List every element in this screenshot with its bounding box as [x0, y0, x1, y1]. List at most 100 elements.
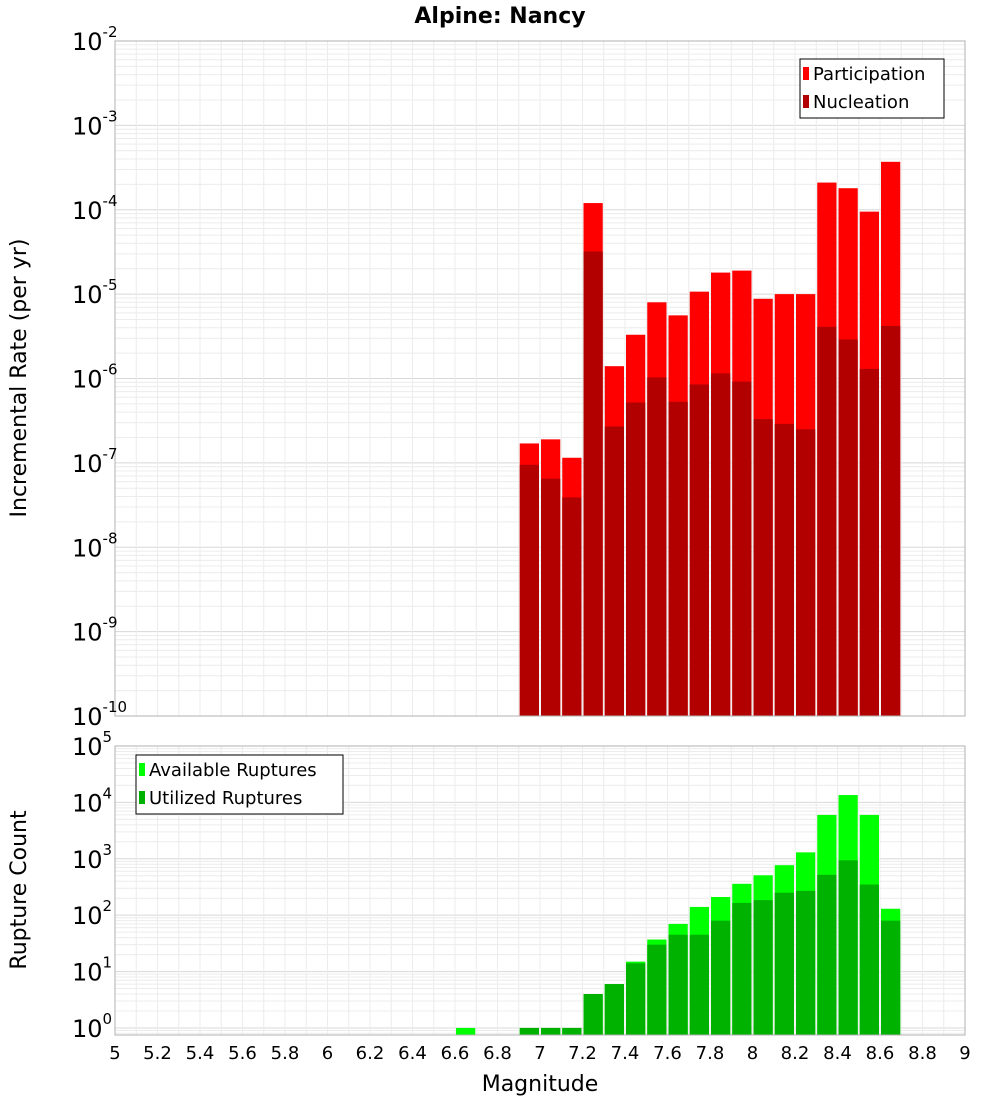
y-tick-label: 10-3	[72, 107, 118, 140]
x-axis-label: Magnitude	[482, 1072, 599, 1097]
x-tick-label: 7.6	[653, 1043, 682, 1064]
x-tick-label: 5.4	[186, 1043, 215, 1064]
bar	[541, 478, 561, 716]
y-tick-label: 102	[72, 897, 112, 930]
bar	[753, 900, 773, 1035]
x-tick-label: 6.2	[356, 1043, 385, 1064]
plot-frame	[114, 40, 966, 717]
bar	[456, 1027, 476, 1035]
y-tick-label: 10-5	[72, 276, 118, 309]
y-tick-labels: 10-2 10-3 10-4 10-5 10-6 10-7 10-8 10-9 10-10	[72, 23, 127, 731]
x-tick-label: 5.6	[228, 1043, 257, 1064]
legend-label: Participation	[813, 64, 925, 85]
bar	[881, 325, 901, 716]
y-tick-label: 10-8	[72, 529, 118, 562]
bars-count	[456, 795, 901, 1035]
y-tick-labels: 105 104 103 102 101 100	[72, 728, 112, 1043]
x-tick-label: 8.6	[866, 1043, 895, 1064]
bar	[774, 892, 794, 1035]
x-tick-label: 7.8	[696, 1043, 725, 1064]
y-tick-label: 105	[72, 728, 112, 761]
y-tick-label: 101	[72, 954, 112, 987]
bar	[838, 339, 858, 716]
y-tick-label: 10-9	[72, 614, 118, 647]
legend: Available Ruptures Utilized Ruptures	[135, 754, 344, 815]
bar	[626, 963, 646, 1035]
x-tick-label: 8.2	[781, 1043, 810, 1064]
bar	[519, 464, 539, 716]
x-tick-label: 8	[747, 1043, 758, 1064]
bar	[711, 920, 731, 1035]
series-nucleation	[519, 251, 901, 716]
bar	[562, 497, 582, 716]
bars-rate	[519, 161, 901, 717]
x-tick-label: 8.4	[823, 1043, 852, 1064]
bar	[583, 251, 603, 716]
x-tick-label: 5	[109, 1043, 120, 1064]
bar	[689, 934, 709, 1035]
x-tick-label: 7.4	[611, 1043, 640, 1064]
bar	[668, 934, 688, 1035]
legend-swatch	[803, 95, 809, 108]
bar	[817, 874, 837, 1035]
bar	[838, 860, 858, 1035]
y-axis-label: Incremental Rate (per yr)	[7, 239, 32, 518]
legend-box	[135, 754, 344, 815]
count-panel: 105 104 103 102 101 100 Rupture Count Available…	[7, 728, 966, 1043]
y-tick-label: 10-2	[72, 23, 118, 56]
bar	[647, 944, 667, 1035]
y-tick-label: 10-7	[72, 445, 118, 478]
x-tick-label: 5.2	[143, 1043, 172, 1064]
bar	[668, 401, 688, 716]
bar	[626, 402, 646, 716]
bar	[604, 984, 624, 1035]
y-tick-label: 10-4	[72, 192, 118, 225]
bar	[541, 1027, 561, 1035]
y-tick-label: 104	[72, 784, 112, 817]
legend-label: Utilized Ruptures	[149, 788, 302, 809]
legend-swatch	[803, 67, 809, 80]
bar	[604, 426, 624, 716]
legend-swatch	[139, 763, 145, 776]
x-tick-label: 9	[959, 1043, 970, 1064]
legend-label: Nucleation	[813, 92, 909, 113]
bar	[732, 381, 752, 716]
x-tick-label: 5.8	[271, 1043, 300, 1064]
bar	[881, 920, 901, 1035]
x-tick-label: 6.6	[441, 1043, 470, 1064]
legend-swatch	[139, 791, 145, 804]
bar	[647, 377, 667, 716]
chart-title: Alpine: Nancy	[414, 4, 585, 29]
x-tick-label: 6	[322, 1043, 333, 1064]
legend: Participation Nucleation	[799, 58, 945, 119]
bar	[711, 373, 731, 716]
x-tick-labels: 5 5.2 5.4 5.6 5.8 6 6.2 6.4 6.6 6.8 7 7.2 7.4 7.6 7.8 8…	[109, 1043, 970, 1064]
x-tick-label: 7	[534, 1043, 545, 1064]
series-utilized-ruptures	[519, 860, 901, 1035]
y-axis-label: Rupture Count	[7, 810, 32, 970]
y-tick-label: 103	[72, 841, 112, 874]
x-tick-label: 8.8	[908, 1043, 937, 1064]
bar	[583, 994, 603, 1035]
bar	[562, 1027, 582, 1035]
y-tick-label: 100	[72, 1010, 112, 1043]
plot-frame	[114, 745, 966, 1036]
x-tick-label: 7.2	[568, 1043, 597, 1064]
y-tick-label: 10-6	[72, 361, 118, 394]
rate-panel: 10-2 10-3 10-4 10-5 10-6 10-7 10-8 10-9 10-10 Inc…	[7, 23, 966, 731]
legend-label: Available Ruptures	[149, 760, 317, 781]
y-tick-label: 10-10	[72, 698, 127, 731]
bar	[753, 419, 773, 716]
bar	[519, 1027, 539, 1035]
bar	[859, 368, 879, 716]
x-tick-label: 6.4	[398, 1043, 427, 1064]
bar	[732, 902, 752, 1035]
grid	[114, 40, 966, 717]
bar	[689, 384, 709, 716]
bar	[796, 890, 816, 1035]
bar	[859, 884, 879, 1035]
bar	[817, 326, 837, 716]
legend-box	[799, 58, 945, 119]
x-tick-label: 6.8	[483, 1043, 512, 1064]
